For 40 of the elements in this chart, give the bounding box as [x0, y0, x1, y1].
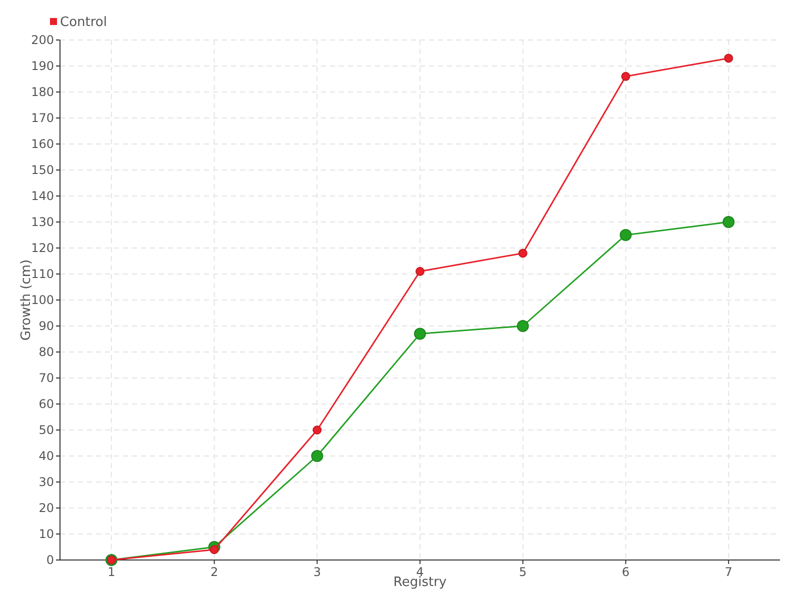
y-tick-label: 10	[38, 527, 54, 542]
y-tick-label: 170	[31, 111, 54, 126]
x-tick-label: 6	[622, 565, 630, 579]
x-tick-label: 7	[724, 565, 732, 579]
y-tick-label: 140	[31, 189, 54, 204]
y-tick-label: 150	[31, 163, 54, 178]
y-tick-label: 50	[38, 423, 54, 438]
y-axis-title: Growth (cm)	[19, 259, 34, 341]
point	[210, 545, 219, 554]
point	[311, 450, 324, 462]
point	[312, 426, 322, 434]
x-tick-label: 2	[210, 565, 218, 579]
y-tick-label: 70	[38, 371, 54, 386]
y-tick-label: 160	[31, 137, 54, 152]
y-tick-label: 90	[38, 319, 54, 334]
y-tick-label: 60	[38, 397, 54, 412]
x-tick-label: 1	[108, 565, 116, 579]
y-tick-label: 0	[46, 553, 54, 568]
legend-label: Control	[60, 15, 107, 30]
y-tick-label: 80	[38, 345, 54, 360]
y-tick-label: 40	[38, 449, 54, 464]
point	[722, 216, 735, 228]
point	[516, 320, 529, 332]
y-tick-label: 190	[31, 59, 54, 74]
point	[724, 54, 734, 63]
point	[416, 266, 424, 276]
y-tick-label: 130	[31, 215, 54, 230]
y-tick-label: 120	[31, 241, 54, 256]
point	[518, 248, 528, 258]
y-tick-label: 180	[31, 85, 54, 100]
y-tick-label: 200	[31, 33, 54, 48]
y-tick-label: 30	[38, 475, 54, 490]
x-tick-label: 3	[313, 565, 321, 579]
y-tick-label: 110	[31, 267, 54, 282]
y-tick-label: 100	[31, 293, 54, 308]
point	[621, 72, 630, 81]
y-tick-label: 20	[38, 501, 54, 516]
x-tick-label: 5	[519, 565, 527, 579]
point	[414, 328, 426, 340]
point	[620, 229, 632, 241]
